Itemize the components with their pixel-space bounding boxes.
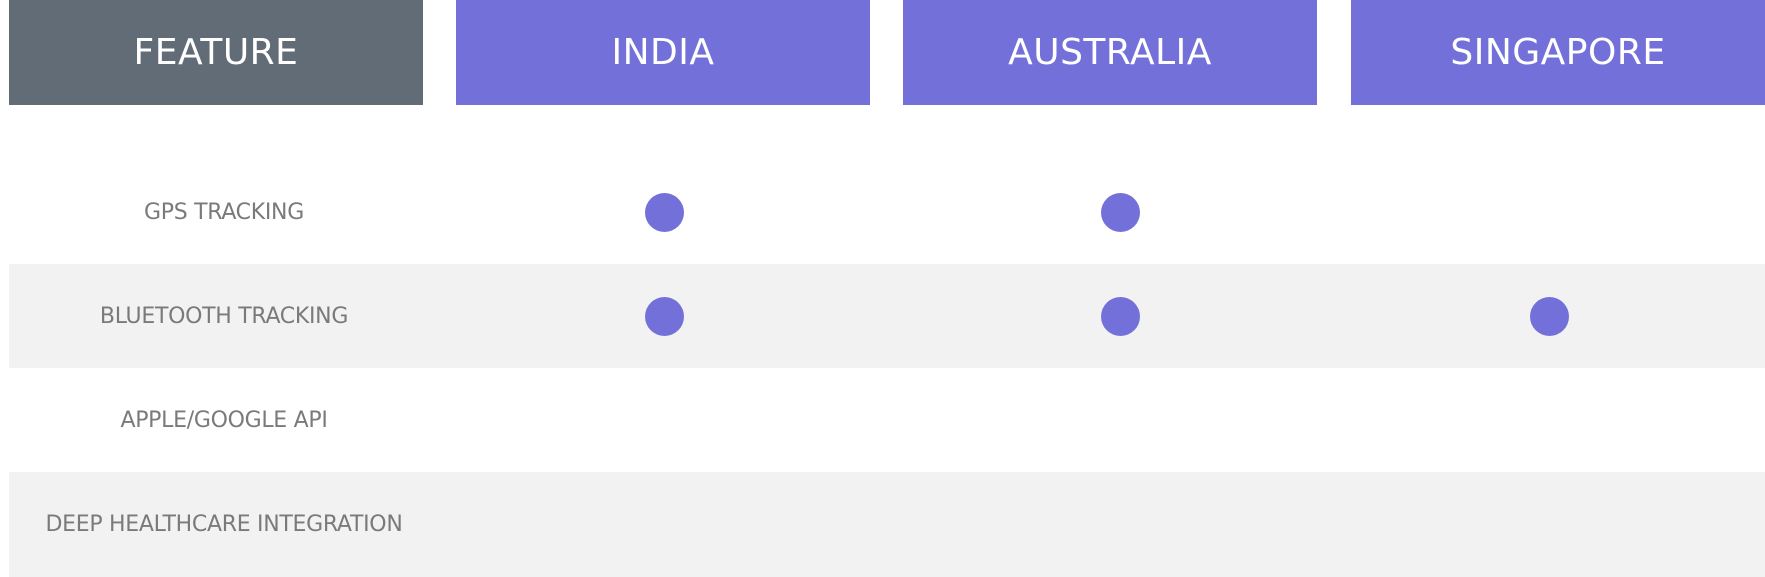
feature-label: BLUETOOTH TRACKING	[99, 303, 349, 329]
table-row: DEEP HEALTHCARE INTEGRATION	[9, 472, 1765, 577]
table-row: GPS TRACKING	[9, 160, 1765, 264]
supported-dot-icon	[645, 193, 684, 232]
supported-dot-icon	[1101, 193, 1140, 232]
feature-label: GPS TRACKING	[144, 199, 304, 225]
feature-header: FEATURE	[9, 0, 423, 105]
table-row: APPLE/GOOGLE API	[9, 368, 1765, 472]
country-header-australia: AUSTRALIA	[903, 0, 1317, 105]
supported-dot-icon	[1530, 297, 1569, 336]
supported-dot-icon	[1101, 297, 1140, 336]
supported-dot-icon	[645, 297, 684, 336]
feature-label: APPLE/GOOGLE API	[120, 407, 328, 433]
country-header-india: INDIA	[456, 0, 870, 105]
table-row: BLUETOOTH TRACKING	[9, 264, 1765, 368]
feature-label: DEEP HEALTHCARE INTEGRATION	[45, 512, 403, 537]
country-header-singapore: SINGAPORE	[1351, 0, 1765, 105]
